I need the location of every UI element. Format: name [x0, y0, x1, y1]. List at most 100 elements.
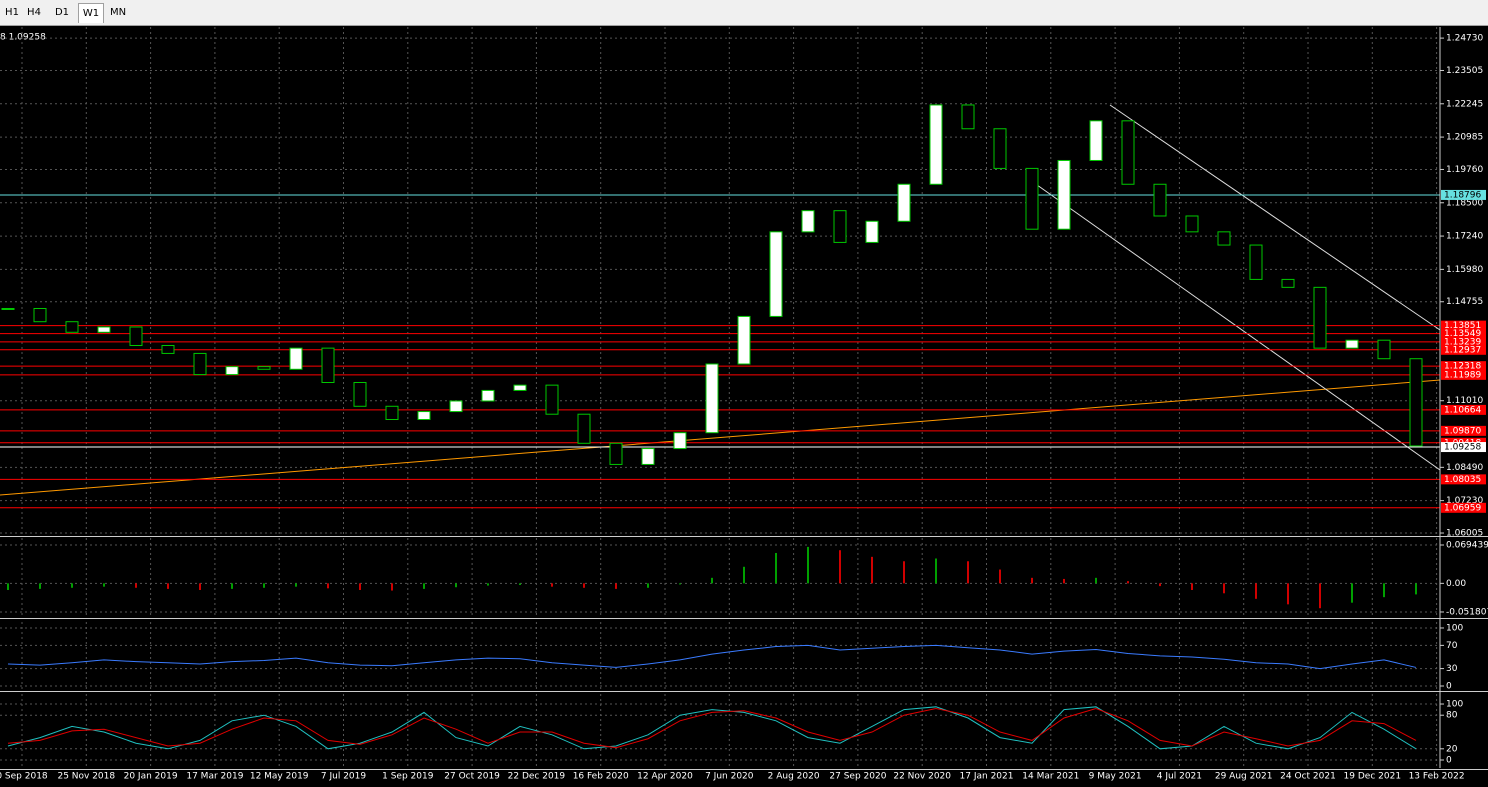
price-level-box — [1441, 369, 1486, 380]
price-level-label: 1.12318 — [1444, 362, 1481, 372]
candle — [865, 220, 879, 243]
price-level-label: 1.13239 — [1444, 337, 1481, 347]
price-level-label: 1.09870 — [1444, 426, 1481, 436]
y-tick-label: 1.14755 — [1446, 297, 1483, 307]
candle — [1377, 339, 1391, 360]
price-level-label: 1.13851 — [1444, 321, 1481, 331]
date-label: 14 Mar 2021 — [1022, 772, 1079, 782]
candle — [769, 231, 783, 317]
y-tick-label: 1.22245 — [1446, 99, 1483, 109]
candle — [193, 352, 207, 376]
candle — [97, 326, 111, 333]
y-tick-label: 0 — [1446, 681, 1452, 691]
price-level-label: 1.18796 — [1444, 190, 1481, 200]
candle — [353, 381, 367, 407]
candle — [449, 400, 463, 413]
date-label: 4 Jul 2021 — [1157, 772, 1202, 782]
y-tick-label: 1.17240 — [1446, 232, 1483, 242]
candle — [897, 183, 911, 222]
timeframe-tab[interactable]: D1 — [54, 7, 70, 18]
date-label: 9 May 2021 — [1089, 772, 1142, 782]
price-level-label: 1.09258 — [1444, 443, 1481, 453]
symbol-label: 8 1.09258 — [0, 33, 46, 43]
y-tick-label: -0.051807 — [1446, 607, 1488, 617]
candle — [1345, 339, 1359, 349]
candle — [481, 389, 495, 402]
candle — [1217, 231, 1231, 246]
date-label: 29 Aug 2021 — [1215, 772, 1273, 782]
date-label: 19 Dec 2021 — [1344, 772, 1402, 782]
date-label: 17 Mar 2019 — [186, 772, 243, 782]
y-tick-label: 1.06005 — [1446, 529, 1483, 539]
date-label: 27 Oct 2019 — [444, 772, 500, 782]
date-label: 12 May 2019 — [250, 772, 309, 782]
date-label: 2 Aug 2020 — [768, 772, 820, 782]
price-level-box — [1441, 425, 1486, 436]
candle — [993, 128, 1007, 169]
timeframe-tab[interactable]: W1 — [78, 3, 104, 23]
y-tick-label: 100 — [1446, 700, 1463, 710]
price-level-box — [1441, 336, 1486, 347]
trend-line — [0, 379, 1441, 496]
date-label: 7 Jun 2020 — [705, 772, 754, 782]
date-label: 27 Sep 2020 — [829, 772, 886, 782]
price-level-label: 1.13549 — [1444, 329, 1481, 339]
date-label: 13 Feb 2022 — [1409, 772, 1465, 782]
y-tick-label: 1.15980 — [1446, 265, 1483, 275]
candle — [961, 104, 975, 130]
date-label: 1 Sep 2019 — [382, 772, 434, 782]
price-level-label: 1.06959 — [1444, 503, 1481, 513]
date-label: 12 Apr 2020 — [637, 772, 693, 782]
candle — [1409, 358, 1423, 447]
timeframe-tab[interactable]: MN — [109, 7, 127, 18]
y-tick-label: 100 — [1446, 623, 1463, 633]
candle — [225, 366, 239, 376]
timeframe-tab[interactable]: H4 — [27, 7, 41, 18]
timeframe-toolbar: H1 H4 D1 W1 MN — [0, 0, 1488, 26]
indicator-line — [7, 644, 1417, 670]
date-label: 0 Sep 2018 — [0, 772, 48, 782]
y-tick-label: 1.20985 — [1446, 133, 1483, 143]
candle — [705, 363, 719, 434]
date-label: 25 Nov 2018 — [57, 772, 115, 782]
price-level-box — [1441, 502, 1486, 513]
y-tick-label: 1.07230 — [1446, 496, 1483, 506]
y-tick-label: 20 — [1446, 744, 1458, 754]
candle — [1089, 120, 1103, 161]
date-label: 7 Jul 2019 — [321, 772, 366, 782]
price-level-box — [1441, 328, 1486, 339]
price-level-box — [1441, 442, 1486, 453]
candle — [1121, 120, 1135, 185]
candle — [1249, 244, 1263, 280]
y-tick-label: 0.069439 — [1446, 540, 1488, 550]
candle — [289, 347, 303, 370]
price-level-label: 1.12937 — [1444, 345, 1481, 355]
price-level-box — [1441, 344, 1486, 355]
candle — [801, 210, 815, 233]
candle — [65, 321, 79, 333]
candle — [1313, 286, 1327, 349]
y-tick-label: 30 — [1446, 664, 1458, 674]
candle — [417, 411, 431, 420]
price-level-box — [1441, 474, 1486, 485]
date-label: 17 Jan 2021 — [960, 772, 1014, 782]
candle — [609, 442, 623, 465]
chart-window: 8 1.09258 0 Sep 2018 25 Nov 2018 20 Jan 20… — [0, 27, 1488, 782]
date-label: 20 Jan 2019 — [124, 772, 178, 782]
candle — [1025, 167, 1039, 230]
date-label: 22 Nov 2020 — [893, 772, 951, 782]
price-level-box — [1441, 361, 1486, 372]
y-tick-label: 1.18500 — [1446, 198, 1483, 208]
candle — [33, 307, 47, 323]
candle — [321, 347, 335, 383]
date-label: 24 Oct 2021 — [1280, 772, 1336, 782]
candle — [1, 307, 15, 310]
y-tick-label: 1.19760 — [1446, 165, 1483, 175]
price-level-box — [1441, 404, 1486, 415]
candle — [1153, 183, 1167, 217]
y-tick-label: 1.24730 — [1446, 34, 1483, 44]
y-tick-label: 1.11010 — [1446, 396, 1483, 406]
timeframe-tab[interactable]: H1 — [5, 7, 19, 18]
candle — [161, 344, 175, 354]
